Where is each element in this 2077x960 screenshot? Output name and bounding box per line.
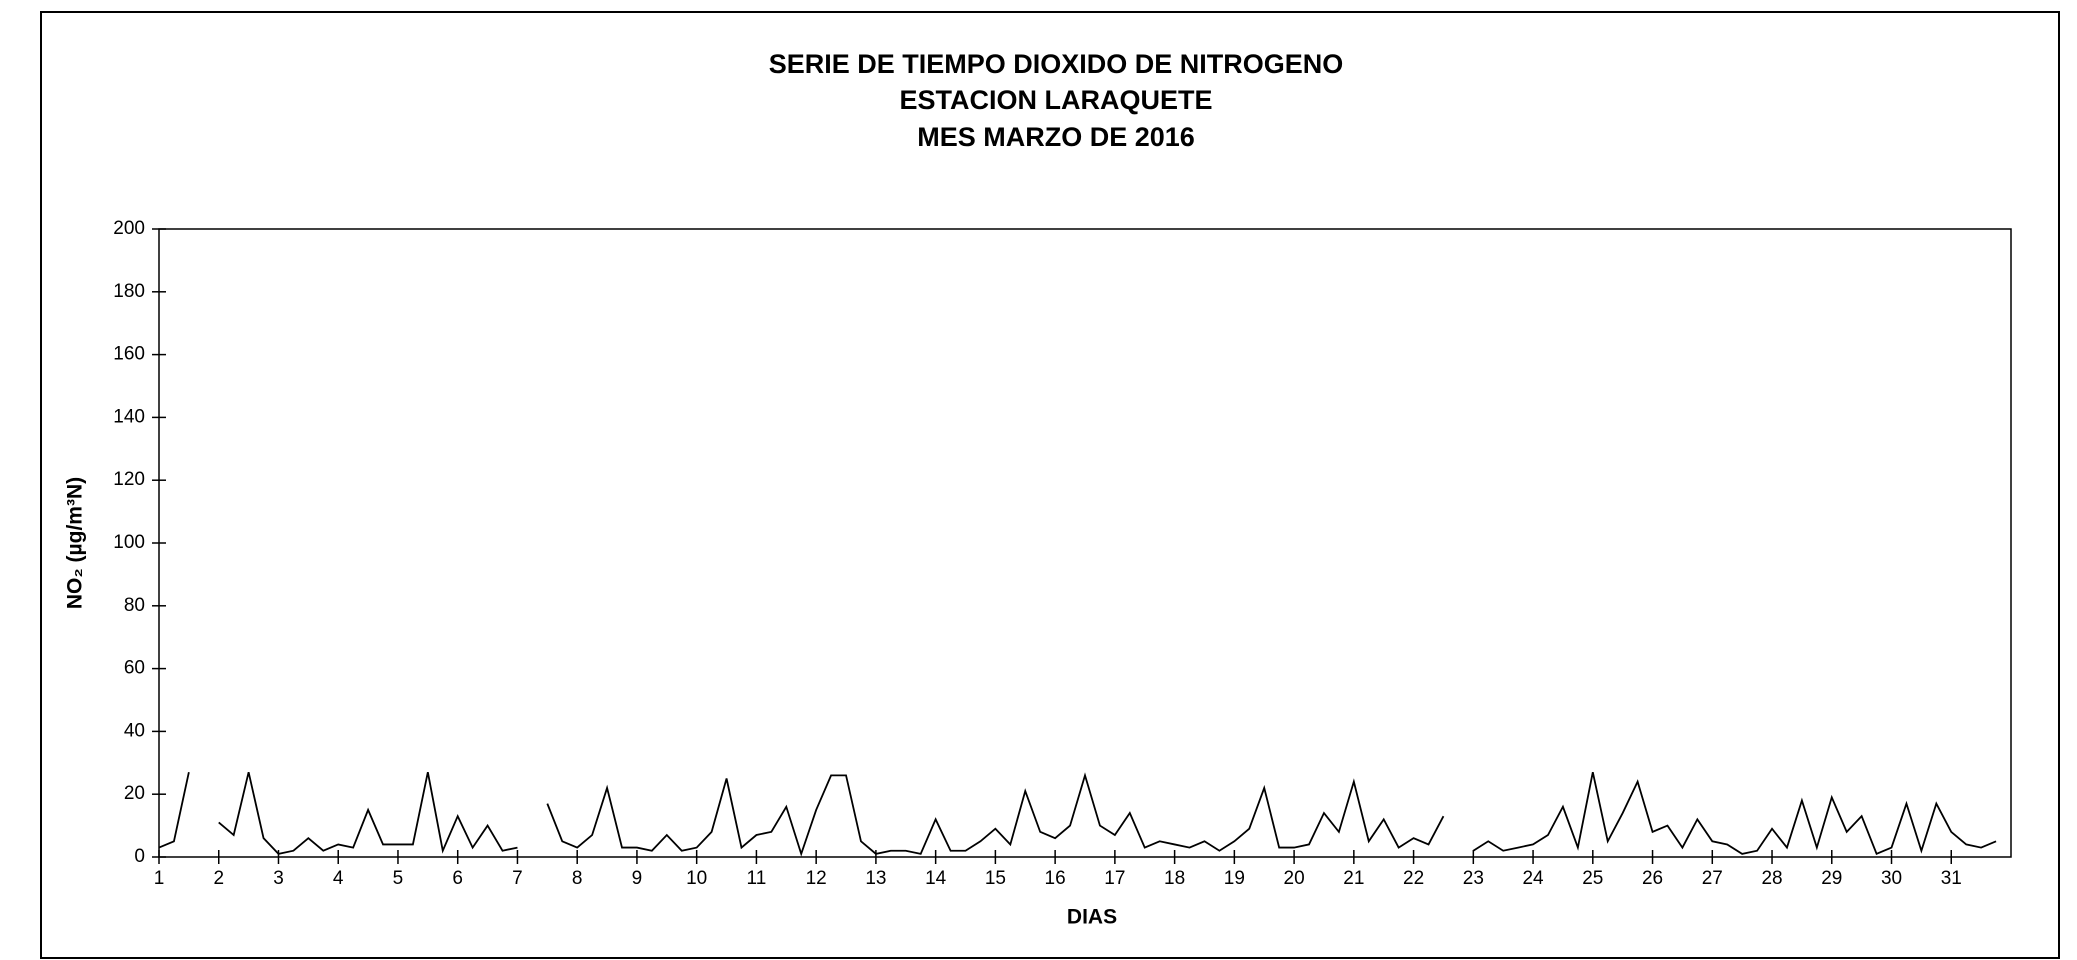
y-tick-label: 200 bbox=[113, 218, 145, 239]
x-tick-label: 17 bbox=[1104, 868, 1125, 889]
x-tick-label: 23 bbox=[1463, 868, 1484, 889]
x-tick-label: 3 bbox=[273, 868, 284, 889]
chart-title: MES MARZO DE 2016 bbox=[917, 122, 1195, 152]
x-tick-label: 1 bbox=[154, 868, 165, 889]
y-tick-label: 160 bbox=[113, 344, 145, 365]
y-tick-label: 100 bbox=[113, 532, 145, 553]
x-tick-label: 26 bbox=[1642, 868, 1663, 889]
x-axis-label: DIAS bbox=[1067, 906, 1117, 929]
x-tick-label: 20 bbox=[1284, 868, 1305, 889]
y-tick-label: 140 bbox=[113, 406, 145, 427]
y-tick-label: 40 bbox=[124, 720, 145, 741]
y-tick-label: 80 bbox=[124, 595, 145, 616]
y-axis-label: NO₂ (µg/m³N) bbox=[64, 477, 87, 609]
y-tick-label: 120 bbox=[113, 469, 145, 490]
x-tick-label: 9 bbox=[632, 868, 643, 889]
x-tick-label: 22 bbox=[1403, 868, 1424, 889]
x-tick-label: 30 bbox=[1881, 868, 1902, 889]
x-tick-label: 21 bbox=[1343, 868, 1364, 889]
data-line bbox=[218, 772, 518, 855]
x-tick-label: 27 bbox=[1702, 868, 1723, 889]
x-tick-label: 10 bbox=[686, 868, 707, 889]
x-tick-label: 5 bbox=[393, 868, 404, 889]
x-tick-label: 12 bbox=[806, 868, 827, 889]
x-tick-label: 31 bbox=[1941, 868, 1962, 889]
x-tick-label: 29 bbox=[1821, 868, 1842, 889]
x-tick-label: 13 bbox=[865, 868, 886, 889]
x-tick-label: 16 bbox=[1045, 868, 1066, 889]
data-line bbox=[158, 772, 190, 849]
x-tick-label: 15 bbox=[985, 868, 1006, 889]
y-tick-label: 180 bbox=[113, 281, 145, 302]
x-tick-label: 6 bbox=[452, 868, 463, 889]
data-line bbox=[546, 772, 1445, 857]
x-tick-label: 19 bbox=[1224, 868, 1245, 889]
x-tick-label: 18 bbox=[1164, 868, 1185, 889]
x-tick-label: 4 bbox=[333, 868, 344, 889]
y-tick-label: 20 bbox=[124, 783, 145, 804]
x-tick-label: 24 bbox=[1522, 868, 1544, 889]
x-tick-label: 11 bbox=[747, 868, 767, 889]
y-tick-label: 0 bbox=[134, 846, 145, 867]
chart-border bbox=[40, 11, 2060, 959]
data-line bbox=[1472, 772, 1997, 856]
chart-title: SERIE DE TIEMPO DIOXIDO DE NITROGENO bbox=[769, 49, 1344, 79]
x-tick-label: 2 bbox=[213, 868, 224, 889]
x-tick-label: 8 bbox=[572, 868, 583, 889]
x-tick-label: 7 bbox=[512, 868, 523, 889]
chart-title: ESTACION LARAQUETE bbox=[899, 85, 1212, 115]
x-tick-label: 14 bbox=[925, 868, 947, 889]
plot-area bbox=[158, 228, 2012, 858]
x-tick-label: 25 bbox=[1582, 868, 1603, 889]
y-tick-label: 60 bbox=[124, 658, 145, 679]
x-tick-label: 28 bbox=[1761, 868, 1782, 889]
